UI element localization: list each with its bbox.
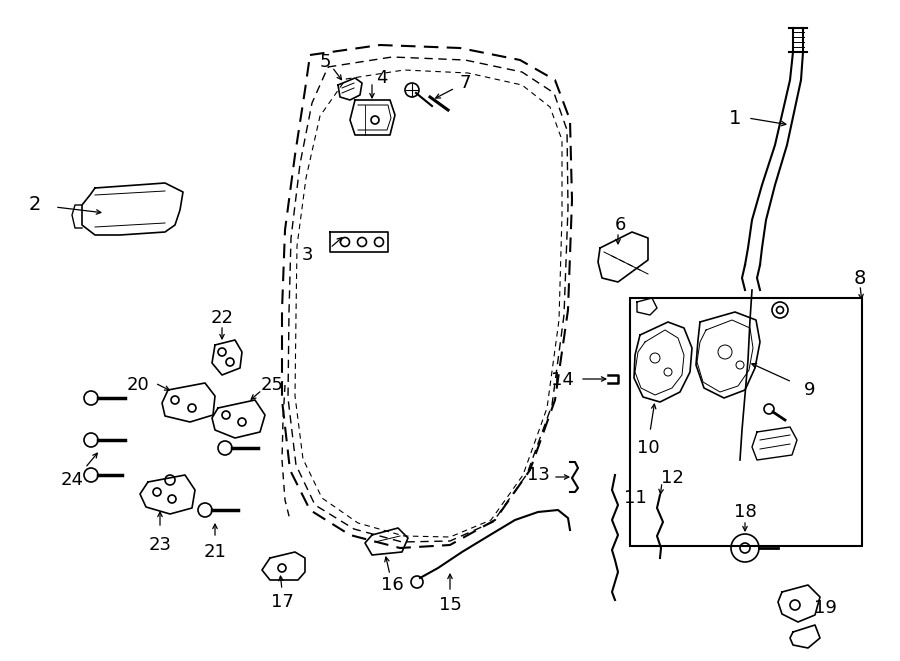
Text: 15: 15 (438, 596, 462, 614)
Text: 22: 22 (211, 309, 233, 327)
Text: 24: 24 (60, 471, 84, 489)
Text: 11: 11 (624, 489, 646, 507)
Text: 9: 9 (805, 381, 815, 399)
Text: 18: 18 (734, 503, 756, 521)
Text: 14: 14 (551, 371, 573, 389)
Text: 17: 17 (271, 593, 293, 611)
Text: 16: 16 (381, 576, 403, 594)
Text: 20: 20 (127, 376, 149, 394)
Text: 21: 21 (203, 543, 227, 561)
Text: 5: 5 (320, 53, 331, 71)
Text: 7: 7 (459, 74, 471, 92)
Text: 2: 2 (29, 196, 41, 215)
Text: 6: 6 (615, 216, 626, 234)
Text: 19: 19 (814, 599, 836, 617)
Text: 8: 8 (854, 268, 866, 288)
Text: 10: 10 (636, 439, 660, 457)
Text: 12: 12 (661, 469, 683, 487)
Bar (630, 298, 862, 546)
Text: 25: 25 (260, 376, 284, 394)
Text: 1: 1 (729, 108, 742, 128)
Text: 23: 23 (148, 536, 172, 554)
Text: 4: 4 (376, 69, 388, 87)
Text: 13: 13 (526, 466, 549, 484)
Text: 3: 3 (302, 246, 313, 264)
